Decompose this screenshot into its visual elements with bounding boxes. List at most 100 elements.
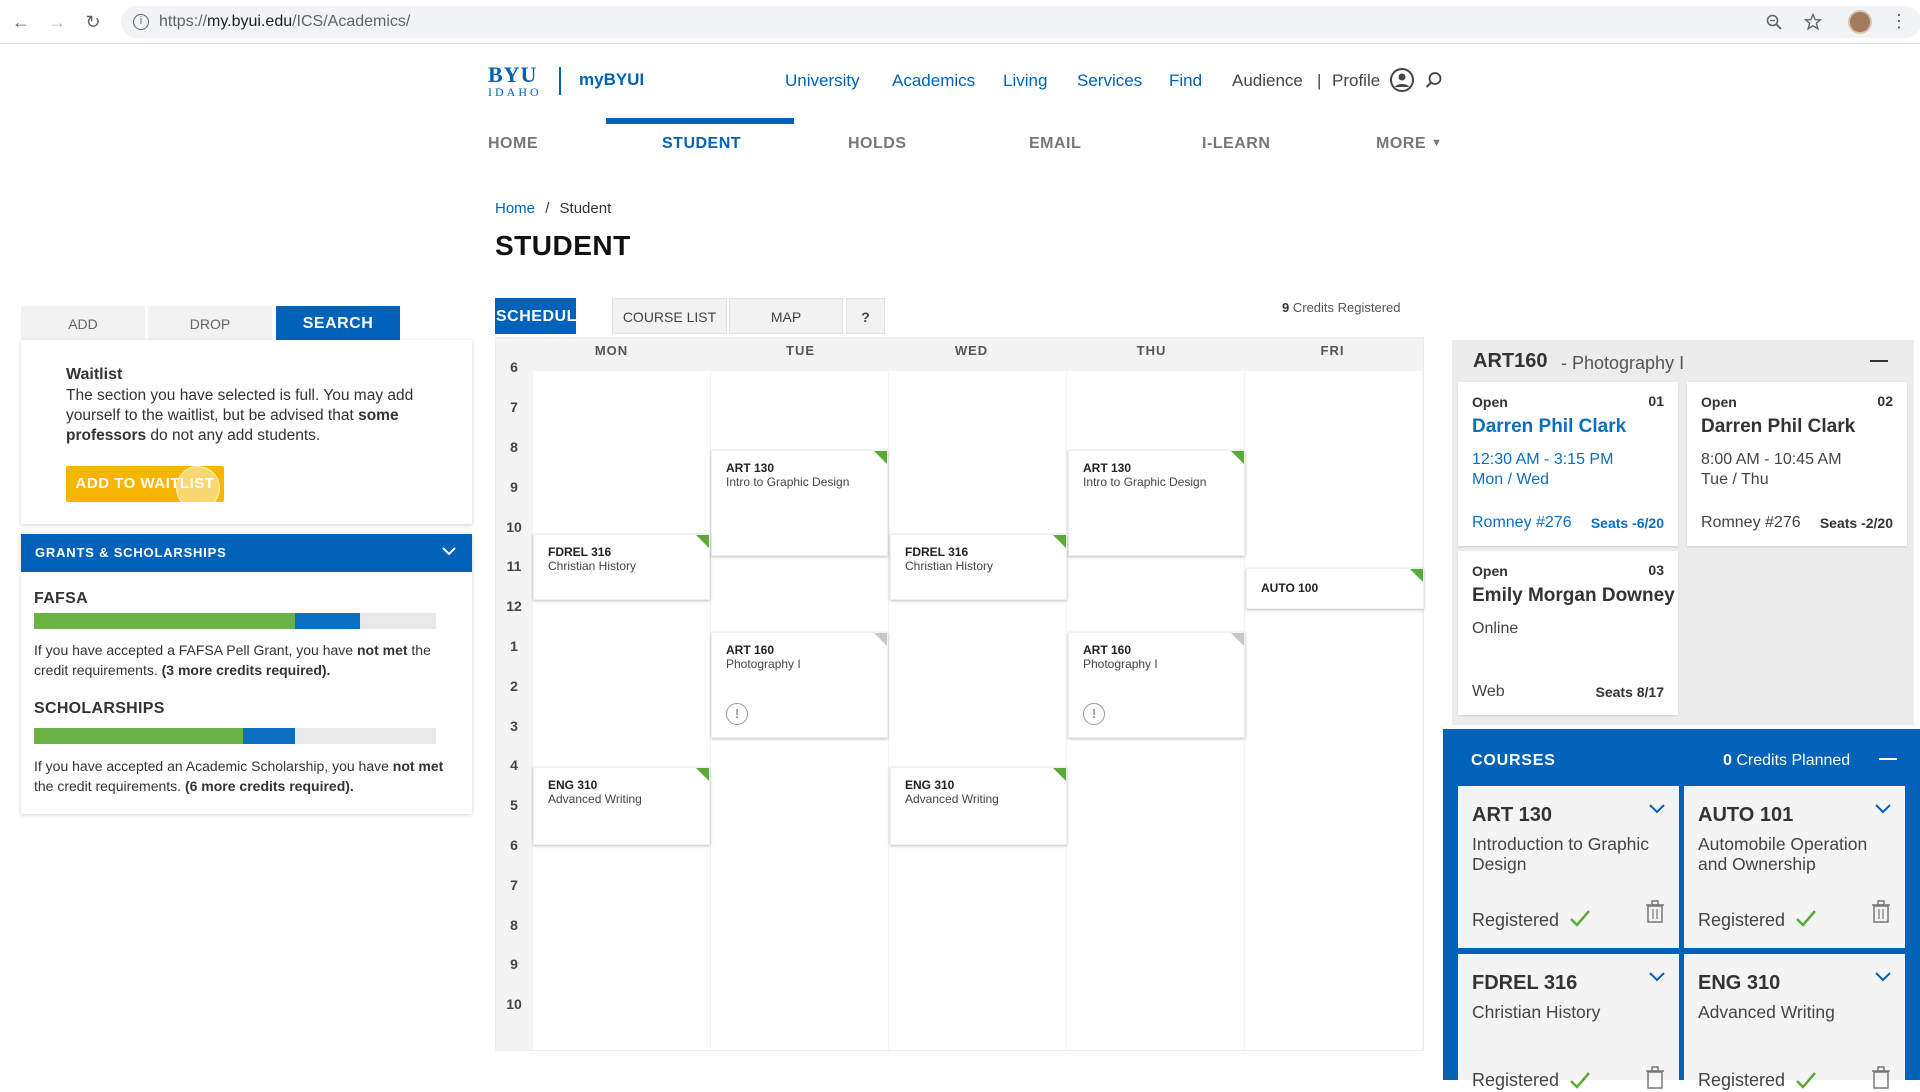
tab-search[interactable]: SEARCH bbox=[276, 306, 400, 340]
hour-label: 4 bbox=[510, 757, 518, 773]
waitlist-title: Waitlist bbox=[66, 366, 123, 383]
course-block-art130-tue[interactable]: ART 130 Intro to Graphic Design bbox=[711, 450, 888, 556]
browser-menu-icon[interactable]: ⋮ bbox=[1890, 11, 1908, 31]
nav-living[interactable]: Living bbox=[1003, 71, 1048, 90]
tab-map[interactable]: MAP bbox=[729, 298, 843, 334]
subnav-student[interactable]: STUDENT bbox=[662, 135, 742, 152]
checkmark-icon bbox=[1570, 910, 1590, 927]
checkmark-icon bbox=[1570, 1072, 1590, 1089]
warning-icon[interactable]: ! bbox=[1083, 703, 1105, 725]
courses-panel: COURSES 0 Credits Planned ART 130 Introd… bbox=[1443, 729, 1920, 1090]
course-block-eng310-wed[interactable]: ENG 310 Advanced Writing bbox=[890, 767, 1067, 845]
breadcrumb-home[interactable]: Home bbox=[495, 200, 536, 217]
user-avatar[interactable] bbox=[1848, 10, 1872, 34]
course-block-fdrel316-wed[interactable]: FDREL 316 Christian History bbox=[890, 534, 1067, 600]
subnav-holds[interactable]: HOLDS bbox=[848, 135, 907, 152]
chevron-down-icon[interactable] bbox=[1875, 804, 1891, 814]
trash-icon[interactable] bbox=[1871, 900, 1891, 924]
hour-label: 8 bbox=[510, 917, 518, 933]
section-card-01[interactable]: Open 01 Darren Phil Clark 12:30 AM - 3:1… bbox=[1458, 382, 1678, 546]
subnav-i-learn[interactable]: I-LEARN bbox=[1202, 135, 1271, 152]
fafsa-progress-pending bbox=[295, 613, 360, 629]
byu-idaho-logo[interactable]: BYU IDAHO bbox=[488, 62, 542, 99]
room-link[interactable]: Romney #276 bbox=[1472, 514, 1572, 531]
hour-label: 7 bbox=[510, 399, 518, 415]
back-icon[interactable]: ← bbox=[12, 12, 30, 32]
course-card-art130[interactable]: ART 130 Introduction to Graphic Design R… bbox=[1458, 786, 1679, 948]
site-info-icon[interactable]: i bbox=[133, 14, 149, 30]
tab-course-list[interactable]: COURSE LIST bbox=[612, 298, 727, 334]
chevron-down-icon[interactable] bbox=[1649, 804, 1665, 814]
forward-icon[interactable]: → bbox=[48, 12, 66, 32]
trash-icon[interactable] bbox=[1645, 900, 1665, 924]
profile-icon[interactable] bbox=[1390, 68, 1414, 92]
section-card-03[interactable]: Open 03 Emily Morgan Downey Online Web S… bbox=[1458, 551, 1678, 715]
chevron-down-icon[interactable] bbox=[1875, 972, 1891, 982]
url-text: https://my.byui.edu/ICS/Academics/ bbox=[159, 13, 411, 30]
tab-drop[interactable]: DROP bbox=[148, 306, 272, 340]
course-card-eng310[interactable]: ENG 310 Advanced Writing Registered bbox=[1684, 954, 1905, 1090]
schedule-grid bbox=[495, 337, 1424, 1051]
course-card-fdrel316[interactable]: FDREL 316 Christian History Registered bbox=[1458, 954, 1679, 1090]
collapse-icon[interactable] bbox=[1879, 758, 1897, 760]
fafsa-text: If you have accepted a FAFSA Pell Grant,… bbox=[34, 642, 431, 678]
scholarships-text: If you have accepted an Academic Scholar… bbox=[34, 758, 444, 794]
registered-marker bbox=[696, 535, 709, 548]
registered-marker bbox=[874, 451, 887, 464]
breadcrumb-current: Student bbox=[559, 200, 612, 217]
hour-label: 11 bbox=[506, 558, 522, 574]
click-indicator bbox=[176, 466, 220, 510]
course-block-art160-tue[interactable]: ART 160 Photography I ! bbox=[711, 632, 888, 738]
course-card-auto101[interactable]: AUTO 101 Automobile Operation and Owners… bbox=[1684, 786, 1905, 948]
search-icon[interactable] bbox=[1425, 71, 1443, 89]
nav-services[interactable]: Services bbox=[1077, 71, 1143, 90]
waitlist-card: Waitlist The section you have selected i… bbox=[21, 340, 472, 524]
hour-label: 5 bbox=[510, 797, 518, 813]
day-label-fri: FRI bbox=[1320, 343, 1345, 358]
hour-label: 6 bbox=[510, 837, 518, 853]
hour-label: 6 bbox=[510, 359, 518, 375]
hour-label: 8 bbox=[510, 439, 518, 455]
subnav-email[interactable]: EMAIL bbox=[1029, 135, 1082, 152]
address-bar[interactable]: i https://my.byui.edu/ICS/Academics/ bbox=[121, 6, 1920, 38]
nav-separator: | bbox=[1317, 71, 1322, 90]
section-card-02[interactable]: Open 02 Darren Phil Clark 8:00 AM - 10:4… bbox=[1687, 382, 1907, 546]
trash-icon[interactable] bbox=[1871, 1066, 1891, 1090]
tab-schedule[interactable]: SCHEDULE bbox=[495, 298, 588, 334]
warning-icon[interactable]: ! bbox=[726, 703, 748, 725]
nav-university[interactable]: University bbox=[785, 71, 860, 90]
course-block-art130-thu[interactable]: ART 130 Intro to Graphic Design bbox=[1068, 450, 1245, 556]
registered-marker bbox=[1053, 768, 1066, 781]
course-block-fdrel316-mon[interactable]: FDREL 316 Christian History bbox=[533, 534, 710, 600]
nav-find[interactable]: Find bbox=[1169, 71, 1203, 90]
help-button[interactable]: ? bbox=[846, 298, 885, 334]
subnav-home[interactable]: HOME bbox=[488, 135, 538, 152]
course-block-eng310-mon[interactable]: ENG 310 Advanced Writing bbox=[533, 767, 710, 845]
hour-label: 7 bbox=[510, 877, 518, 893]
course-block-auto100-fri[interactable]: AUTO 100 bbox=[1246, 568, 1424, 609]
subnav-more[interactable]: MORE ▼ bbox=[1376, 135, 1443, 152]
professor-link[interactable]: Darren Phil Clark bbox=[1472, 416, 1627, 437]
reload-icon[interactable]: ↻ bbox=[85, 12, 101, 32]
chevron-down-icon[interactable] bbox=[1649, 972, 1665, 982]
site-name[interactable]: myBYUI bbox=[579, 70, 645, 89]
bookmark-star-icon[interactable] bbox=[1804, 13, 1822, 31]
nav-profile[interactable]: Profile bbox=[1332, 71, 1381, 90]
day-label-mon: MON bbox=[594, 343, 629, 358]
trash-icon[interactable] bbox=[1645, 1066, 1665, 1090]
hour-label: 3 bbox=[510, 718, 518, 734]
chevron-down-icon[interactable] bbox=[442, 544, 456, 558]
nav-academics[interactable]: Academics bbox=[892, 71, 976, 90]
zoom-icon[interactable] bbox=[1766, 14, 1782, 30]
tab-add[interactable]: ADD bbox=[21, 306, 145, 340]
section-course-code: ART160 bbox=[1473, 350, 1548, 372]
day-column-mon bbox=[533, 371, 710, 1050]
dropdown-arrow-icon: ▼ bbox=[1430, 137, 1443, 149]
course-block-art160-thu[interactable]: ART 160 Photography I ! bbox=[1068, 632, 1245, 738]
hour-label: 9 bbox=[510, 956, 518, 972]
grants-header[interactable]: GRANTS & SCHOLARSHIPS bbox=[21, 534, 472, 572]
collapse-icon[interactable] bbox=[1870, 360, 1888, 362]
browser-toolbar: ← → ↻ i https://my.byui.edu/ICS/Academic… bbox=[0, 0, 1920, 44]
day-column-fri bbox=[1245, 371, 1422, 1050]
nav-audience[interactable]: Audience bbox=[1232, 71, 1303, 90]
